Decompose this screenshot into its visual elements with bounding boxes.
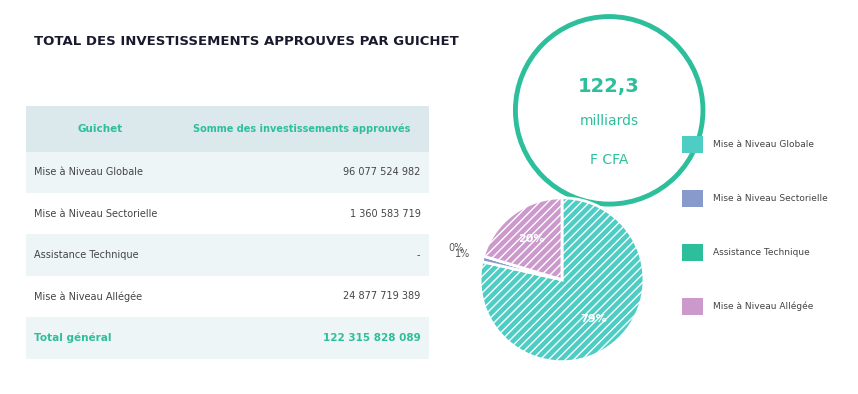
Wedge shape — [484, 198, 562, 280]
Bar — [26, 152, 429, 193]
Text: Assistance Technique: Assistance Technique — [713, 248, 810, 257]
Text: milliards: milliards — [580, 114, 638, 128]
Bar — [682, 136, 703, 153]
Text: TOTAL DES INVESTISSEMENTS APPROUVES PAR GUICHET: TOTAL DES INVESTISSEMENTS APPROUVES PAR … — [34, 35, 459, 48]
Text: 20%: 20% — [518, 234, 545, 244]
Text: Mise à Niveau Allégée: Mise à Niveau Allégée — [713, 302, 813, 312]
Text: 122 315 828 089: 122 315 828 089 — [323, 333, 420, 343]
Bar — [26, 106, 429, 152]
Wedge shape — [482, 256, 562, 280]
Text: Mise à Niveau Globale: Mise à Niveau Globale — [34, 167, 143, 177]
Bar — [26, 193, 429, 234]
Text: 0%: 0% — [449, 243, 463, 253]
Text: Mise à Niveau Allégée: Mise à Niveau Allégée — [34, 291, 142, 302]
Text: 1%: 1% — [456, 249, 470, 258]
Text: Mise à Niveau Sectorielle: Mise à Niveau Sectorielle — [713, 194, 828, 203]
Text: 122,3: 122,3 — [578, 76, 640, 96]
Text: -: - — [417, 250, 420, 260]
Text: 1 360 583 719: 1 360 583 719 — [349, 209, 420, 219]
Text: 79%: 79% — [580, 314, 607, 324]
Bar — [682, 298, 703, 315]
Text: Somme des investissements approuvés: Somme des investissements approuvés — [193, 124, 411, 134]
Text: Assistance Technique: Assistance Technique — [34, 250, 139, 260]
Bar — [26, 317, 429, 359]
Bar — [26, 276, 429, 317]
Text: Guichet: Guichet — [78, 124, 123, 134]
Wedge shape — [480, 198, 644, 362]
Text: F CFA: F CFA — [590, 153, 628, 167]
Bar — [26, 234, 429, 276]
Bar — [682, 190, 703, 207]
Text: Mise à Niveau Sectorielle: Mise à Niveau Sectorielle — [34, 209, 158, 219]
Text: 24 877 719 389: 24 877 719 389 — [343, 292, 420, 301]
Text: Mise à Niveau Globale: Mise à Niveau Globale — [713, 140, 814, 149]
Text: 96 077 524 982: 96 077 524 982 — [343, 167, 420, 177]
Bar — [682, 244, 703, 261]
Text: Total général: Total général — [34, 333, 112, 343]
Wedge shape — [484, 256, 562, 280]
